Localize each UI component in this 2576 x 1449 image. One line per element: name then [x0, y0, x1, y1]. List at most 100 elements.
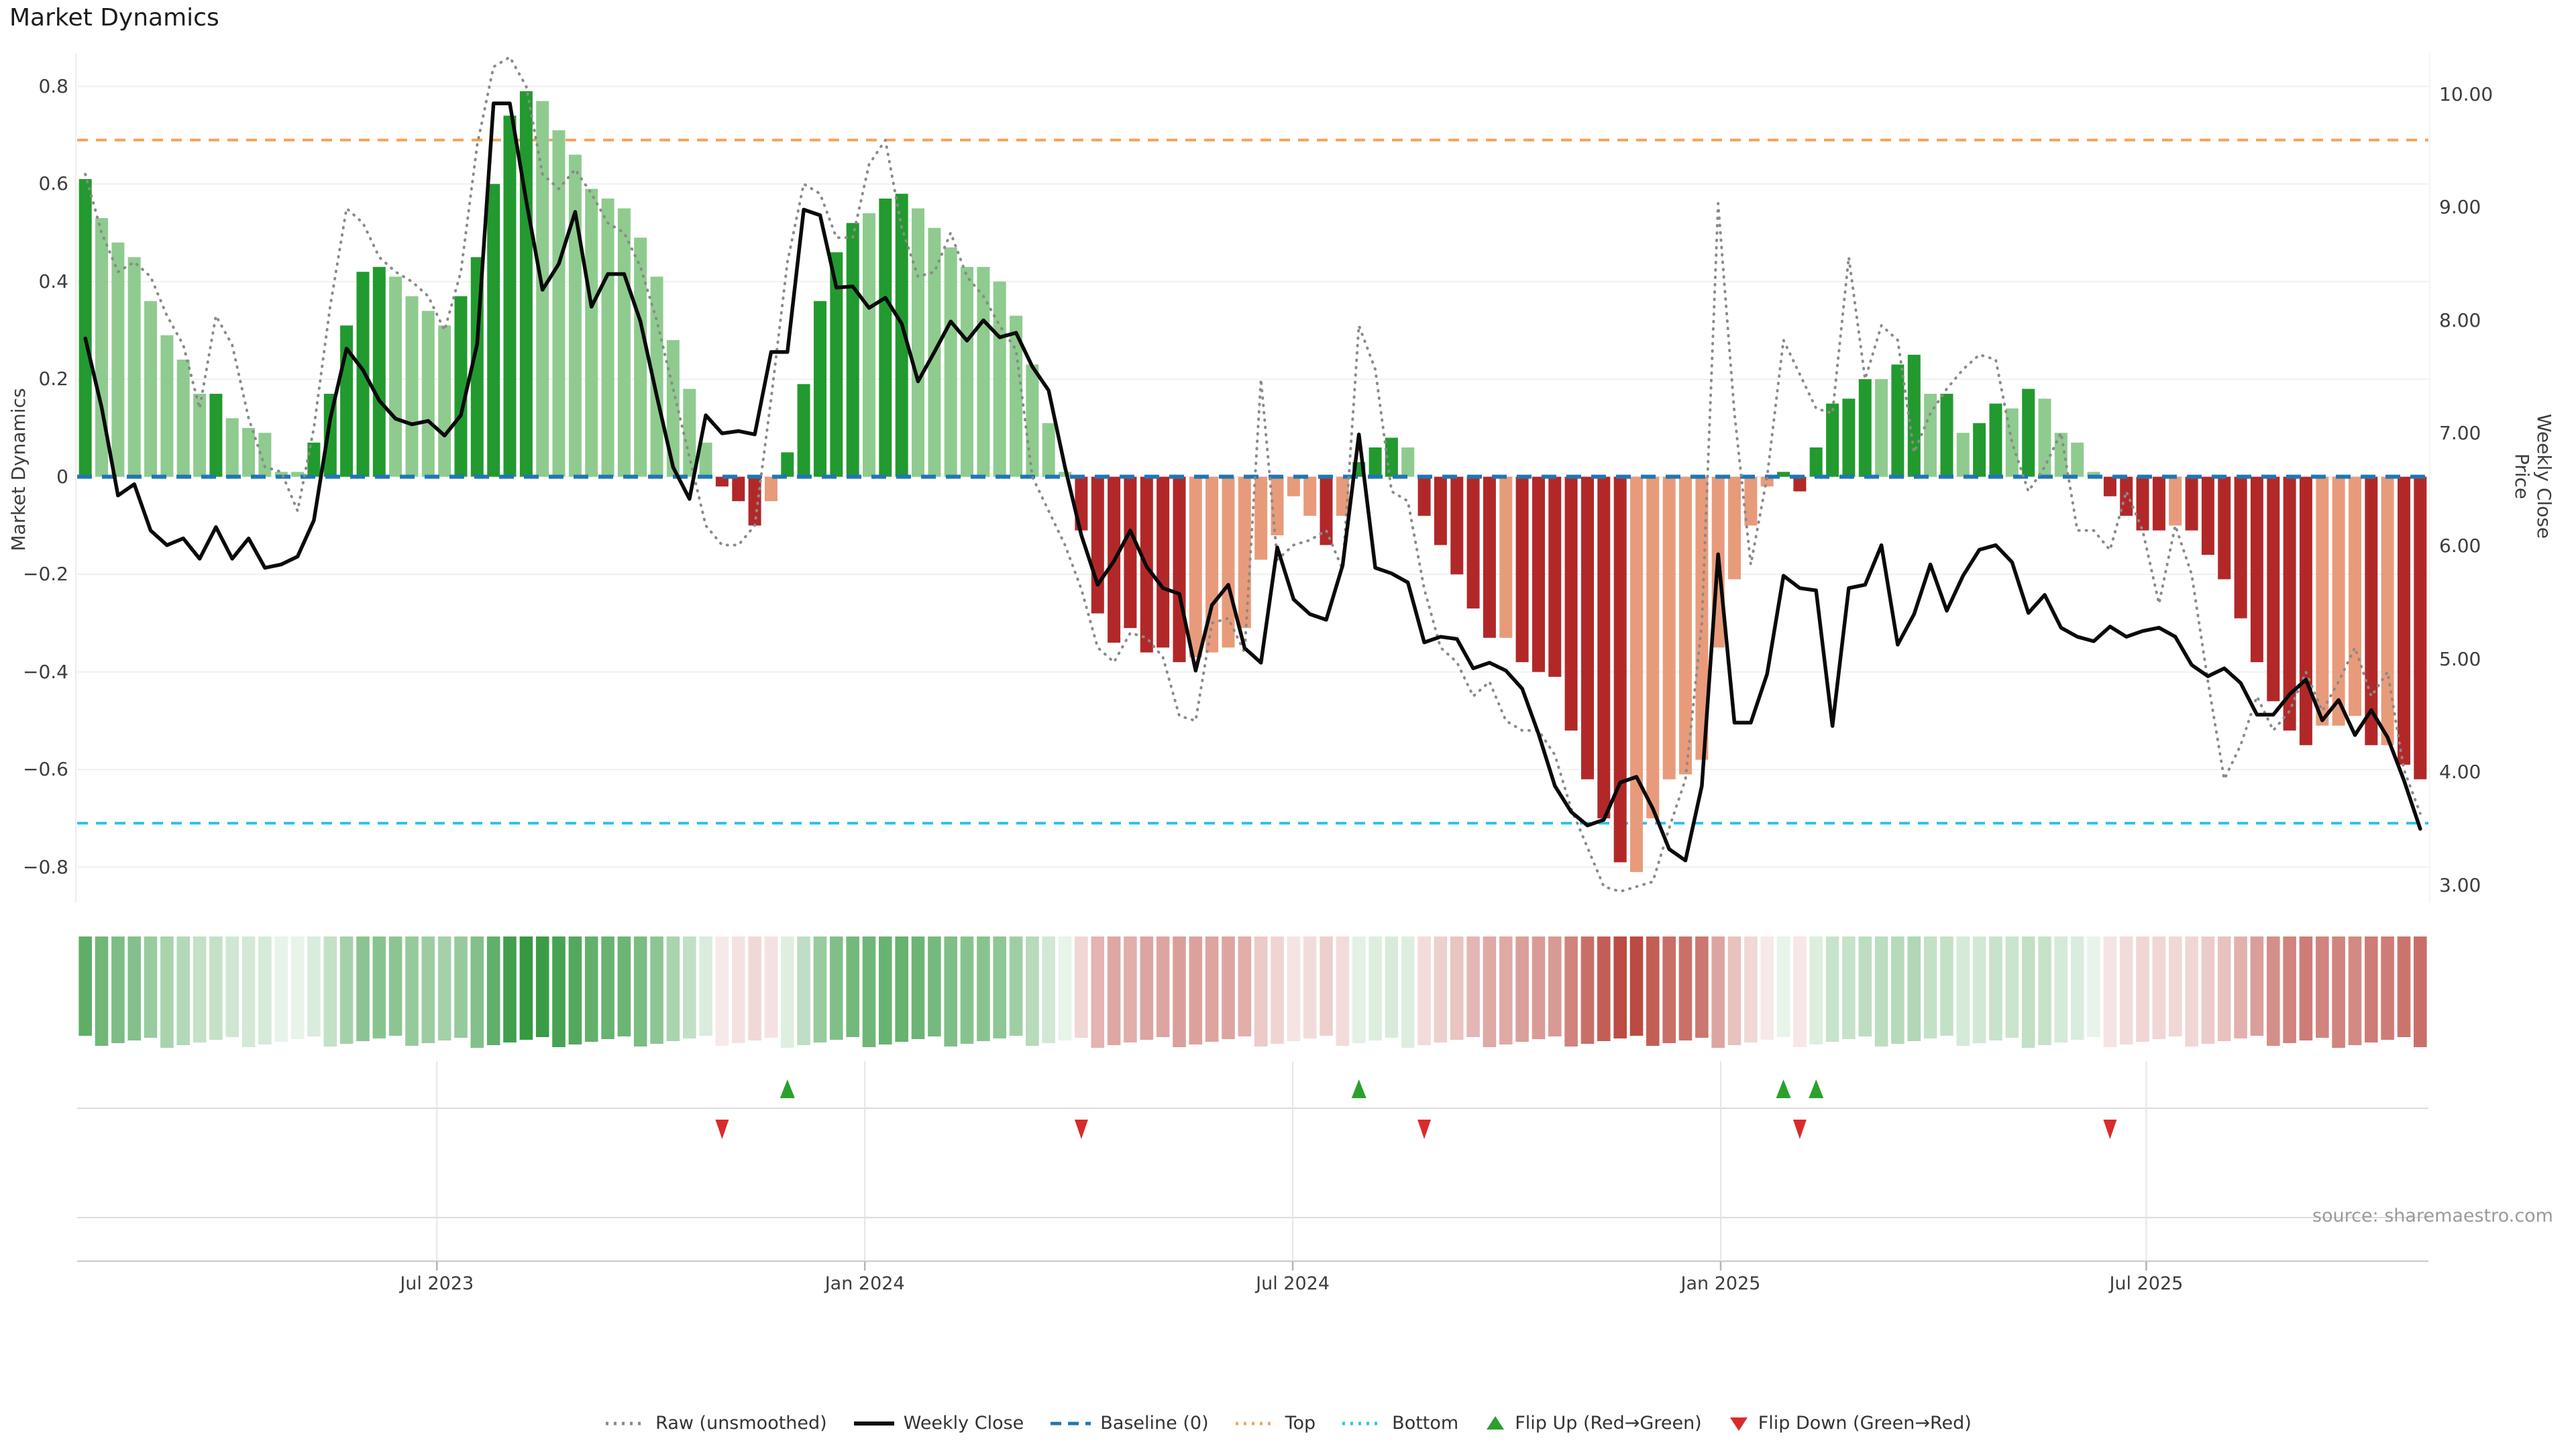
dynamics-bar — [519, 91, 533, 477]
dynamics-bar — [2054, 433, 2068, 477]
flip-up-triangle-icon — [1484, 1413, 1507, 1434]
heatmap-cell — [1107, 936, 1121, 1045]
dynamics-bar — [797, 384, 810, 477]
heatmap-cell — [1189, 936, 1203, 1044]
heatmap-cell — [1711, 936, 1725, 1048]
heatmap-cell — [1368, 936, 1382, 1040]
y-axis-tick-label: −0.8 — [23, 855, 68, 878]
heatmap-cell — [1450, 936, 1464, 1040]
heatmap-cell — [1303, 936, 1317, 1038]
dynamics-bar — [405, 296, 419, 477]
heatmap-cell — [2381, 936, 2394, 1040]
legend-item-baseline: Baseline (0) — [1049, 1413, 1209, 1434]
legend-item-flip-up: Flip Up (Red→Green) — [1484, 1413, 1702, 1434]
heatmap-cell — [1646, 936, 1660, 1046]
heatmap-cell — [1548, 936, 1562, 1036]
heatmap-cell — [1140, 936, 1154, 1040]
dynamics-bar — [2071, 442, 2084, 477]
dynamics-bar — [2169, 476, 2182, 526]
legend-label-weekly-close: Weekly Close — [903, 1413, 1024, 1434]
dynamics-bar — [1303, 476, 1317, 516]
heatmap-cell — [1320, 936, 1333, 1036]
dynamics-bar — [552, 130, 566, 477]
heatmap-cell — [601, 936, 614, 1039]
heatmap-cell — [650, 936, 663, 1044]
dynamics-bar — [2381, 476, 2394, 745]
heatmap-cell — [2119, 936, 2133, 1044]
price-axis-tick-label: 3.00 — [2439, 873, 2481, 896]
flip-up-marker — [1809, 1079, 1824, 1098]
dynamics-bar — [111, 242, 125, 477]
dynamics-bar — [634, 237, 647, 477]
heatmap-cell — [2234, 936, 2247, 1038]
dynamics-bar — [1238, 476, 1251, 629]
dynamics-bar — [2022, 388, 2035, 477]
heatmap-cell — [1989, 936, 2002, 1040]
heatmap-cell — [1907, 936, 1921, 1041]
heatmap-cell — [568, 936, 582, 1044]
y-axis-tick-label: 0.8 — [38, 74, 68, 97]
price-axis-tick-label: 10.00 — [2439, 83, 2493, 105]
heatmap-cell — [1923, 936, 1937, 1038]
dynamics-bar — [1956, 433, 1970, 477]
page-title: Market Dynamics — [9, 4, 219, 32]
dynamics-bar — [95, 218, 108, 477]
heatmap-cell — [2267, 936, 2280, 1046]
heatmap-cell — [144, 936, 158, 1038]
heatmap-cell — [437, 936, 451, 1040]
price-axis-tick-label: 7.00 — [2439, 421, 2481, 444]
heatmap-cell — [1385, 936, 1399, 1038]
heatmap-cell — [78, 936, 92, 1036]
dynamics-bar — [2038, 398, 2051, 477]
heatmap-cell — [1434, 936, 1448, 1042]
heatmap-cell — [1727, 936, 1741, 1045]
heatmap-cell — [1483, 936, 1497, 1047]
dynamics-bar — [160, 335, 174, 477]
heatmap-cell — [633, 936, 647, 1046]
heatmap-cell — [1662, 936, 1676, 1043]
dynamics-bar — [863, 213, 875, 477]
heatmap-cell — [258, 936, 272, 1044]
dynamics-bar — [225, 418, 239, 477]
dynamics-bar — [2267, 476, 2280, 702]
heatmap-cell — [1564, 936, 1578, 1046]
dynamics-bar — [732, 476, 745, 502]
heatmap-cell — [1173, 936, 1186, 1047]
flip-down-marker — [1792, 1120, 1807, 1139]
heatmap-cell — [1466, 936, 1480, 1037]
heatmap-cell — [993, 936, 1006, 1038]
dynamics-bar — [372, 266, 386, 477]
heatmap-cell — [323, 936, 337, 1046]
heatmap-cell — [617, 936, 631, 1036]
heatmap-cell — [2348, 936, 2362, 1045]
dynamics-bar — [846, 223, 859, 477]
dynamics-bar — [1157, 476, 1170, 648]
heatmap-cell — [1287, 936, 1301, 1041]
heatmap-cell — [1009, 936, 1023, 1036]
raw-line-swatch-icon — [604, 1413, 647, 1434]
dynamics-bar — [1450, 476, 1464, 575]
heatmap-cell — [1874, 936, 1888, 1046]
heatmap-cell — [503, 936, 517, 1042]
heatmap-cell — [2365, 936, 2378, 1042]
heatmap-cell — [356, 936, 370, 1041]
dynamics-bar — [2201, 476, 2214, 555]
dynamics-bar — [2299, 476, 2312, 745]
dynamics-bar — [912, 208, 924, 477]
dynamics-bar — [1499, 476, 1513, 638]
dynamics-bar — [1124, 476, 1137, 629]
dynamics-bar — [568, 154, 582, 477]
dynamics-bar — [1809, 447, 1823, 477]
dynamics-bar — [1401, 447, 1415, 477]
dynamics-bar — [1548, 476, 1562, 677]
dynamics-bar — [356, 272, 370, 477]
heatmap-cell — [1972, 936, 1986, 1043]
heatmap-cell — [2217, 936, 2231, 1041]
flip-down-marker — [1074, 1120, 1088, 1139]
heatmap-cell — [797, 936, 810, 1045]
heatmap-cell — [552, 936, 566, 1047]
dynamics-bar — [2349, 476, 2361, 716]
legend-label-top: Top — [1285, 1413, 1316, 1434]
heatmap-cell — [846, 936, 859, 1037]
dynamics-bar — [1564, 476, 1578, 731]
